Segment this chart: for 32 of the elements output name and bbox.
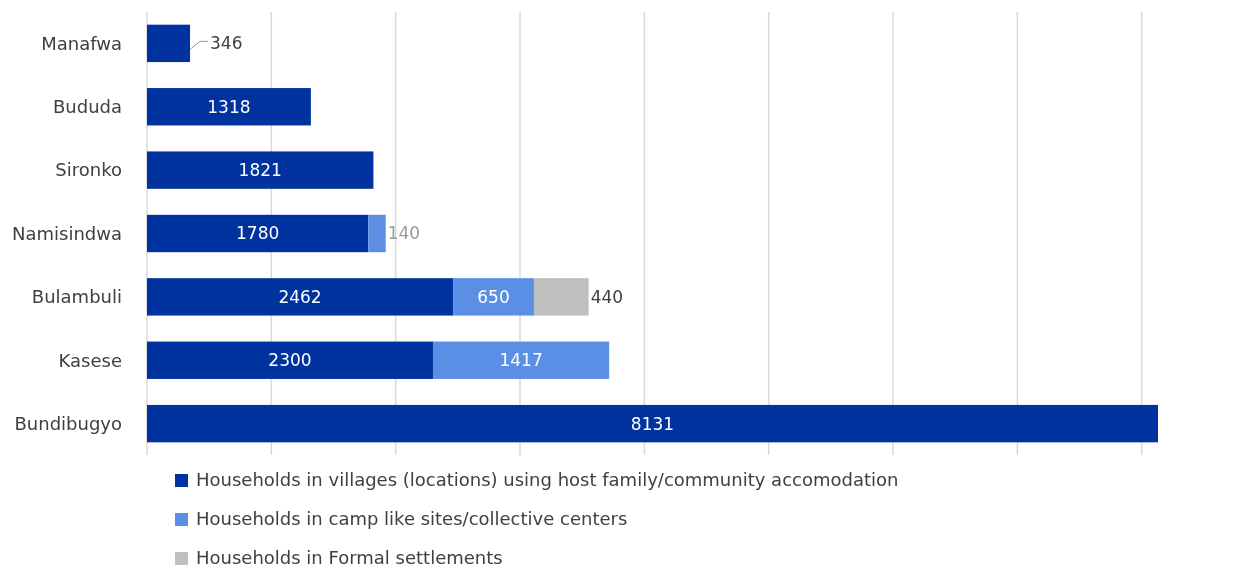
legend-label: Households in Formal settlements bbox=[196, 547, 503, 569]
data-label: 440 bbox=[590, 286, 624, 307]
bar bbox=[432, 341, 610, 379]
legend-label: Households in camp like sites/collective centers bbox=[196, 508, 628, 530]
y-tick-label: Kasese bbox=[58, 349, 122, 371]
bar bbox=[147, 88, 311, 126]
y-tick-label: Namisindwa bbox=[12, 222, 122, 244]
data-label: 650 bbox=[477, 286, 510, 307]
data-label: 1417 bbox=[499, 350, 543, 371]
y-tick-label: Bududa bbox=[52, 96, 122, 118]
y-tick-label: Bulambuli bbox=[31, 286, 122, 308]
bar bbox=[147, 214, 369, 253]
data-label: 140 bbox=[387, 223, 421, 244]
bar bbox=[453, 278, 534, 316]
data-label: 2462 bbox=[278, 286, 322, 307]
bar bbox=[147, 278, 454, 316]
data-label: 8131 bbox=[630, 413, 675, 434]
bar bbox=[147, 24, 191, 63]
bar bbox=[147, 341, 433, 379]
bar bbox=[147, 404, 1158, 443]
bar bbox=[147, 151, 374, 189]
data-label: 1821 bbox=[238, 160, 282, 181]
data-label: 346 bbox=[210, 33, 243, 54]
bar bbox=[533, 278, 589, 316]
data-label: 2300 bbox=[268, 350, 312, 371]
y-tick-label: Bundibugyo bbox=[14, 412, 122, 434]
data-label: 1318 bbox=[207, 96, 251, 117]
y-tick-label: Sironko bbox=[55, 159, 122, 181]
data-label: 1780 bbox=[236, 223, 280, 244]
y-tick-label: Manafwa bbox=[41, 32, 122, 54]
legend-label: Households in villages (locations) using host family/community accomodation bbox=[196, 469, 899, 491]
bar bbox=[368, 214, 386, 253]
